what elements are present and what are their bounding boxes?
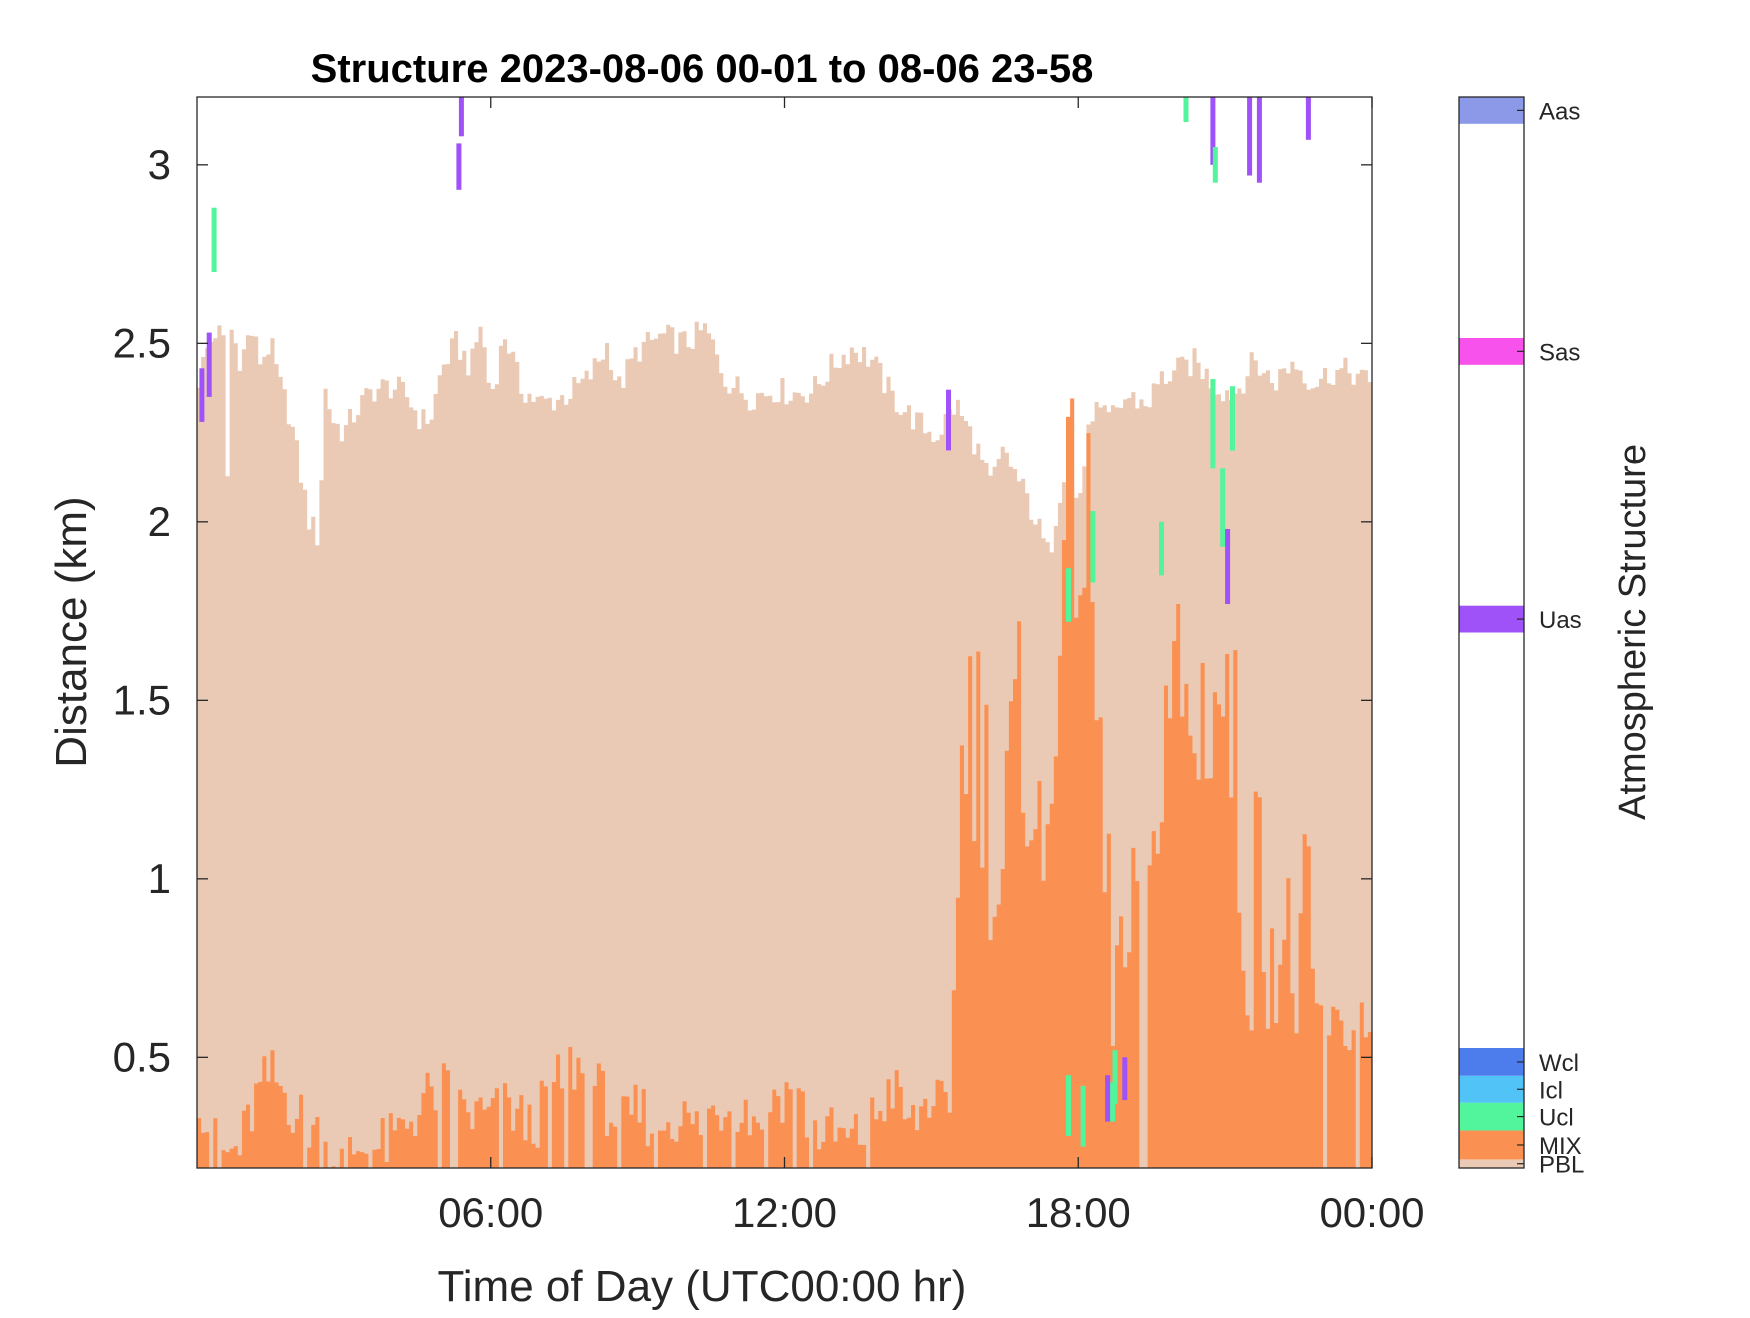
colorbar-label-mix: MIX <box>1539 1133 1582 1160</box>
feature-uas-23 <box>1256 97 1262 183</box>
feature-ucl-7 <box>1090 511 1096 583</box>
feature-ucl-8 <box>1066 1075 1071 1136</box>
colorbar-swatch-sas <box>1459 338 1524 365</box>
colorbar-label-uas: Uas <box>1539 607 1582 634</box>
feature-uas-11 <box>1105 1075 1111 1122</box>
feature-uas-1 <box>206 332 212 397</box>
colorbar-swatch-ucl <box>1459 1102 1524 1131</box>
colorbar-label-aas: Aas <box>1539 98 1580 125</box>
x-tick-label: 18:00 <box>1026 1189 1131 1236</box>
feature-uas-13 <box>1122 1057 1128 1101</box>
colorbar-label-ucl: Ucl <box>1539 1105 1574 1132</box>
feature-uas-24 <box>1305 97 1311 140</box>
colorbar-label-pbl: PBL <box>1539 1152 1584 1179</box>
x-tick-label: 00:00 <box>1319 1189 1424 1236</box>
colorbar-label-wcl: Wcl <box>1539 1050 1579 1077</box>
mix-layer <box>197 398 1372 1168</box>
colorbar-swatch-uas <box>1459 605 1524 633</box>
feature-ucl-6 <box>1066 568 1071 622</box>
feature-ucl-14 <box>1159 521 1164 576</box>
y-tick-label: 3 <box>148 141 171 188</box>
feature-uas-4 <box>458 97 464 137</box>
feature-ucl-15 <box>1183 97 1189 122</box>
colorbar-label-icl: Icl <box>1539 1077 1563 1104</box>
y-tick-label: 1 <box>148 855 171 902</box>
plot-area: 06:00 12:00 18:00 00:00 0.5 1 1.5 2 2.5 3 <box>113 96 1425 1236</box>
colorbar-swatch-pbl <box>1459 1159 1524 1168</box>
chart-title: Structure 2023-08-06 00-01 to 08-06 23-5… <box>311 47 1094 91</box>
feature-uas-0 <box>199 368 205 422</box>
feature-ucl-19 <box>1220 468 1226 547</box>
feature-ucl-2 <box>211 207 217 272</box>
x-tick-label: 12:00 <box>732 1189 837 1236</box>
y-axis-label: Distance (km) <box>47 496 96 767</box>
feature-ucl-20 <box>1230 386 1235 451</box>
colorbar-swatch-wcl <box>1459 1048 1524 1076</box>
colorbar-swatch-icl <box>1459 1075 1524 1103</box>
y-tick-label: 2 <box>148 498 171 545</box>
feature-ucl-9 <box>1080 1085 1086 1147</box>
colorbar-swatch-mix <box>1459 1130 1524 1160</box>
y-tick-label: 2.5 <box>113 319 171 366</box>
colorbar-swatch-aas <box>1459 97 1524 124</box>
feature-ucl-12 <box>1112 1050 1118 1104</box>
feature-ucl-17 <box>1212 147 1218 183</box>
feature-uas-21 <box>1225 529 1231 604</box>
colorbar-label: Atmospheric Structure <box>1612 444 1654 820</box>
plot-content <box>197 97 1372 1168</box>
feature-uas-22 <box>1247 97 1253 176</box>
y-tick-label: 0.5 <box>113 1033 171 1080</box>
x-axis-label: Time of Day (UTC00:00 hr) <box>438 1262 967 1311</box>
feature-ucl-18 <box>1210 379 1216 469</box>
feature-uas-5 <box>946 389 951 451</box>
colorbar-label-sas: Sas <box>1539 339 1580 366</box>
y-tick-label: 1.5 <box>113 676 171 723</box>
x-tick-label: 06:00 <box>438 1189 543 1236</box>
feature-uas-3 <box>456 143 462 190</box>
feature-uas-16 <box>1210 97 1216 165</box>
colorbar-frame <box>1458 96 1525 1169</box>
